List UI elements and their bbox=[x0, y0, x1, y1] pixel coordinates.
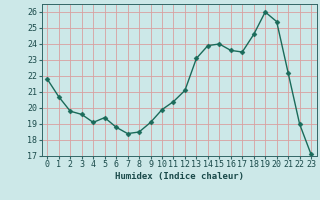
X-axis label: Humidex (Indice chaleur): Humidex (Indice chaleur) bbox=[115, 172, 244, 181]
